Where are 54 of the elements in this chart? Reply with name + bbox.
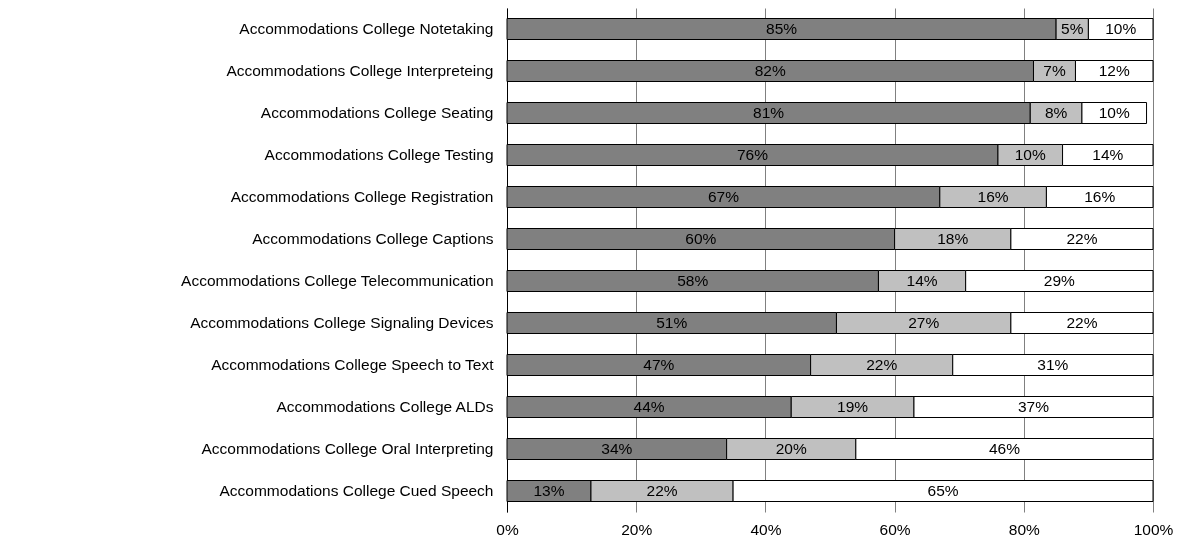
data-label: 29% <box>1043 272 1076 289</box>
data-label: 19% <box>837 398 869 415</box>
data-label: 58% <box>677 272 709 289</box>
data-label: 27% <box>908 314 940 331</box>
data-label: 46% <box>988 440 1021 457</box>
y-tick-label: Accommodations College Captions <box>252 230 494 247</box>
data-label: 51% <box>656 314 688 331</box>
data-label: 22% <box>1066 314 1098 331</box>
x-tick-label: 100% <box>1133 520 1174 538</box>
data-label: 76% <box>736 146 769 163</box>
data-label: 20% <box>775 440 807 457</box>
data-label: 82% <box>754 62 786 79</box>
y-tick-label: Accommodations College ALDs <box>276 398 494 415</box>
data-label: 85% <box>766 20 798 37</box>
data-label: 8% <box>1044 104 1068 121</box>
data-label: 16% <box>977 188 1009 205</box>
data-label: 37% <box>1017 398 1050 415</box>
y-tick-label: Accommodations College Interpreteing <box>226 62 494 79</box>
y-tick-label: Accommodations College Seating <box>260 104 494 121</box>
data-label: 10% <box>1098 104 1130 121</box>
y-tick-label: Accommodations College Telecommunication <box>181 272 494 289</box>
data-label: 65% <box>927 482 959 499</box>
data-label: 47% <box>643 356 675 373</box>
x-tick-label: 60% <box>879 520 911 538</box>
data-label: 5% <box>1061 20 1084 37</box>
y-tick-label: Accommodations College Registration <box>230 188 494 205</box>
data-label: 10% <box>1105 20 1137 37</box>
data-label: 34% <box>601 440 633 457</box>
data-label: 67% <box>707 188 740 205</box>
data-label: 18% <box>937 230 969 247</box>
data-label: 12% <box>1098 62 1130 79</box>
x-tick-label: 20% <box>621 520 653 538</box>
data-label: 14% <box>1092 146 1124 163</box>
data-label: 22% <box>646 482 678 499</box>
data-label: 7% <box>1043 62 1066 79</box>
y-tick-label: Accommodations College Notetaking <box>239 20 494 37</box>
y-tick-label: Accommodations College Speech to Text <box>211 356 495 373</box>
x-tick-label: 40% <box>750 520 782 538</box>
x-tick-label: 0% <box>496 520 519 538</box>
data-label: 16% <box>1084 188 1116 205</box>
data-label: 10% <box>1014 146 1046 163</box>
data-label: 13% <box>533 482 565 499</box>
data-label: 31% <box>1037 356 1069 373</box>
data-label: 44% <box>633 398 665 415</box>
data-label: 60% <box>685 230 717 247</box>
data-label: 22% <box>866 356 898 373</box>
y-tick-label: Accommodations College Testing <box>264 146 494 163</box>
y-tick-label: Accommodations College Cued Speech <box>219 482 494 499</box>
data-label: 81% <box>753 104 785 121</box>
data-label: 22% <box>1066 230 1098 247</box>
y-tick-label: Accommodations College Oral Interpreting <box>201 440 494 457</box>
y-tick-label: Accommodations College Signaling Devices <box>190 314 494 331</box>
x-tick-label: 80% <box>1008 520 1041 538</box>
data-label: 14% <box>906 272 938 289</box>
